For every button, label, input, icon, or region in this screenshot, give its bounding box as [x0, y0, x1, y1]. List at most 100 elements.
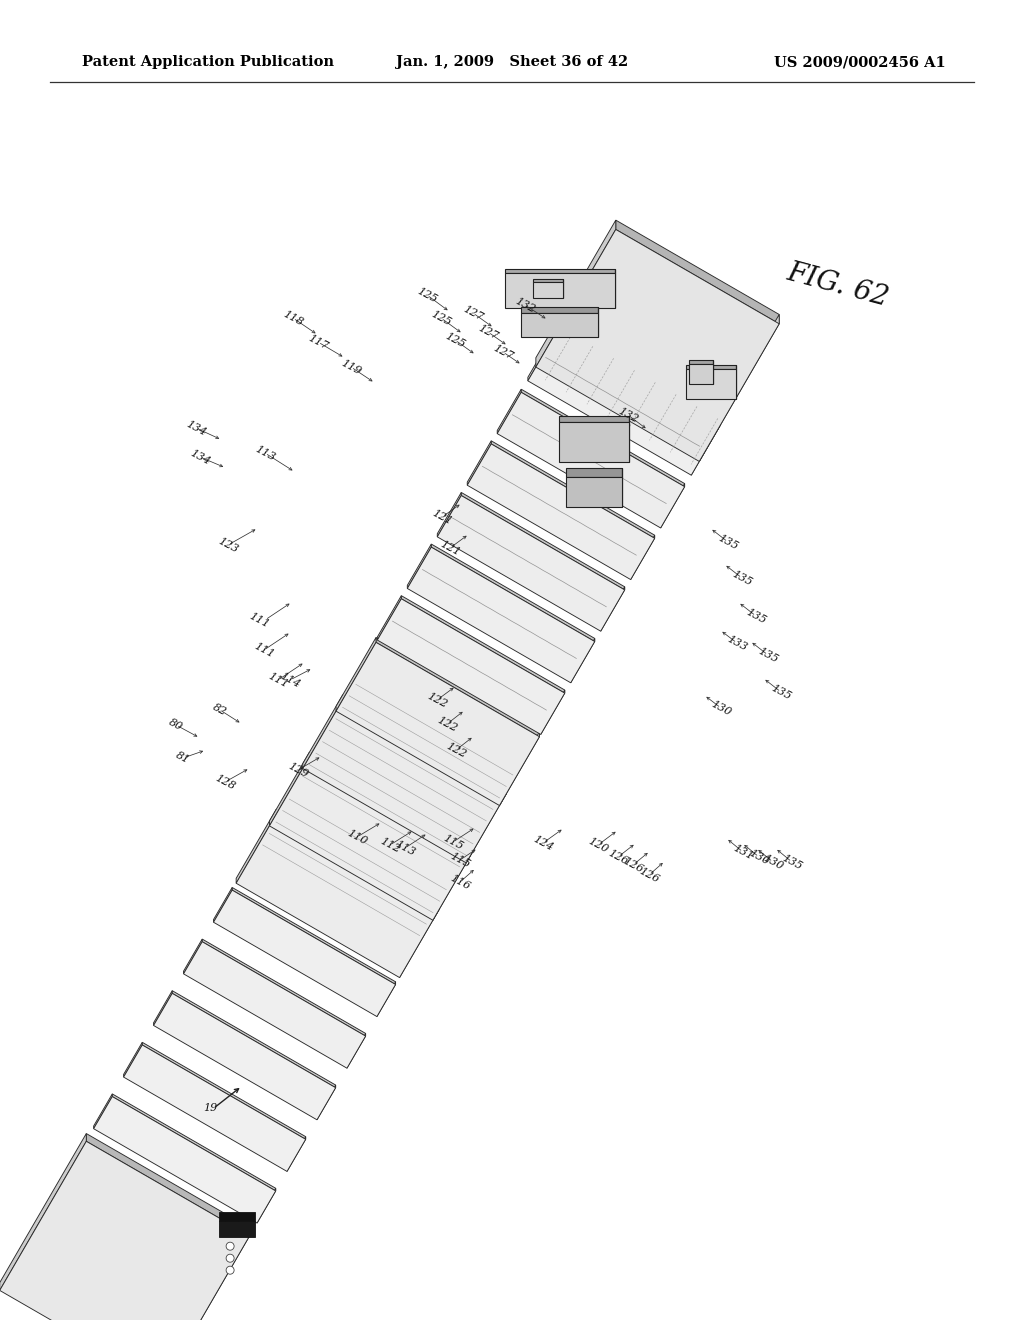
Polygon shape	[214, 887, 232, 923]
Text: Patent Application Publication: Patent Application Publication	[82, 55, 334, 69]
Polygon shape	[276, 809, 439, 908]
Polygon shape	[0, 1134, 86, 1291]
Text: 115: 115	[441, 833, 465, 851]
Text: 124: 124	[531, 833, 555, 853]
Text: 126: 126	[637, 866, 660, 884]
Text: 111: 111	[247, 611, 270, 630]
Polygon shape	[343, 694, 506, 795]
Polygon shape	[492, 441, 654, 539]
Text: 111: 111	[266, 671, 290, 689]
Text: 122: 122	[444, 741, 468, 759]
Polygon shape	[466, 789, 506, 863]
Polygon shape	[183, 939, 202, 974]
Text: 126: 126	[622, 855, 645, 874]
Text: 127: 127	[476, 322, 500, 342]
Polygon shape	[505, 272, 615, 308]
Text: 115: 115	[449, 850, 472, 870]
Polygon shape	[689, 364, 713, 384]
Polygon shape	[237, 814, 439, 978]
Polygon shape	[269, 758, 473, 920]
Polygon shape	[399, 904, 439, 978]
Polygon shape	[377, 982, 395, 1016]
Text: 114: 114	[279, 671, 302, 689]
Text: 126: 126	[606, 847, 630, 866]
Text: 122: 122	[425, 690, 449, 709]
Polygon shape	[541, 690, 564, 734]
Text: 135: 135	[716, 532, 739, 552]
Polygon shape	[269, 752, 309, 826]
Circle shape	[226, 1242, 234, 1250]
Polygon shape	[566, 478, 623, 507]
Polygon shape	[172, 991, 336, 1088]
Polygon shape	[532, 279, 563, 282]
Text: Jan. 1, 2009   Sheet 36 of 42: Jan. 1, 2009 Sheet 36 of 42	[396, 55, 628, 69]
Polygon shape	[631, 535, 654, 579]
Text: 133: 133	[725, 634, 749, 652]
Polygon shape	[521, 308, 598, 313]
Text: 130: 130	[710, 698, 733, 718]
Polygon shape	[467, 441, 492, 486]
Polygon shape	[536, 220, 615, 367]
Text: 135: 135	[756, 645, 780, 664]
Polygon shape	[467, 444, 654, 579]
Polygon shape	[309, 752, 473, 851]
Polygon shape	[431, 544, 595, 642]
Polygon shape	[527, 327, 557, 381]
Polygon shape	[689, 360, 713, 364]
Text: 121: 121	[438, 539, 462, 557]
Text: 125: 125	[443, 330, 467, 350]
Text: 130: 130	[761, 853, 784, 871]
Polygon shape	[498, 392, 685, 528]
Polygon shape	[527, 330, 721, 475]
Polygon shape	[686, 364, 736, 370]
Polygon shape	[202, 939, 366, 1036]
Text: US 2009/0002456 A1: US 2009/0002456 A1	[774, 55, 946, 69]
Text: 19: 19	[203, 1104, 217, 1113]
Polygon shape	[113, 1094, 275, 1191]
Text: 118: 118	[282, 309, 305, 327]
Polygon shape	[536, 230, 779, 462]
Polygon shape	[660, 483, 685, 528]
Text: 120: 120	[586, 836, 609, 854]
Polygon shape	[500, 731, 540, 805]
Polygon shape	[183, 941, 366, 1068]
Polygon shape	[124, 1045, 305, 1171]
Polygon shape	[521, 313, 598, 337]
Text: 121: 121	[430, 508, 454, 527]
Text: 110: 110	[345, 828, 369, 846]
Circle shape	[226, 1254, 234, 1262]
Polygon shape	[601, 587, 625, 631]
Polygon shape	[287, 1137, 305, 1171]
Polygon shape	[378, 595, 401, 640]
Text: 128: 128	[213, 772, 237, 792]
Polygon shape	[93, 1094, 113, 1129]
Polygon shape	[257, 1188, 275, 1224]
Text: 123: 123	[216, 536, 240, 554]
Polygon shape	[154, 994, 336, 1119]
Polygon shape	[615, 220, 779, 323]
Polygon shape	[214, 890, 395, 1016]
Text: 135: 135	[780, 853, 804, 871]
Text: 134: 134	[188, 447, 212, 466]
Polygon shape	[154, 991, 172, 1026]
Polygon shape	[237, 809, 276, 883]
Polygon shape	[0, 1142, 250, 1320]
Text: 129: 129	[287, 760, 310, 779]
Polygon shape	[532, 282, 563, 298]
Text: 130: 130	[748, 847, 771, 866]
Text: 82: 82	[211, 702, 228, 718]
Text: 113: 113	[253, 444, 276, 462]
Text: 111: 111	[252, 640, 275, 660]
Text: 131: 131	[731, 842, 755, 862]
Text: FIG. 62: FIG. 62	[784, 259, 892, 312]
Polygon shape	[437, 495, 625, 631]
Polygon shape	[303, 694, 343, 768]
Polygon shape	[219, 1212, 255, 1221]
Polygon shape	[408, 544, 431, 589]
Polygon shape	[219, 1221, 255, 1237]
Polygon shape	[347, 1034, 366, 1068]
Polygon shape	[142, 1043, 305, 1139]
Polygon shape	[336, 643, 540, 805]
Polygon shape	[686, 370, 736, 399]
Polygon shape	[303, 700, 506, 863]
